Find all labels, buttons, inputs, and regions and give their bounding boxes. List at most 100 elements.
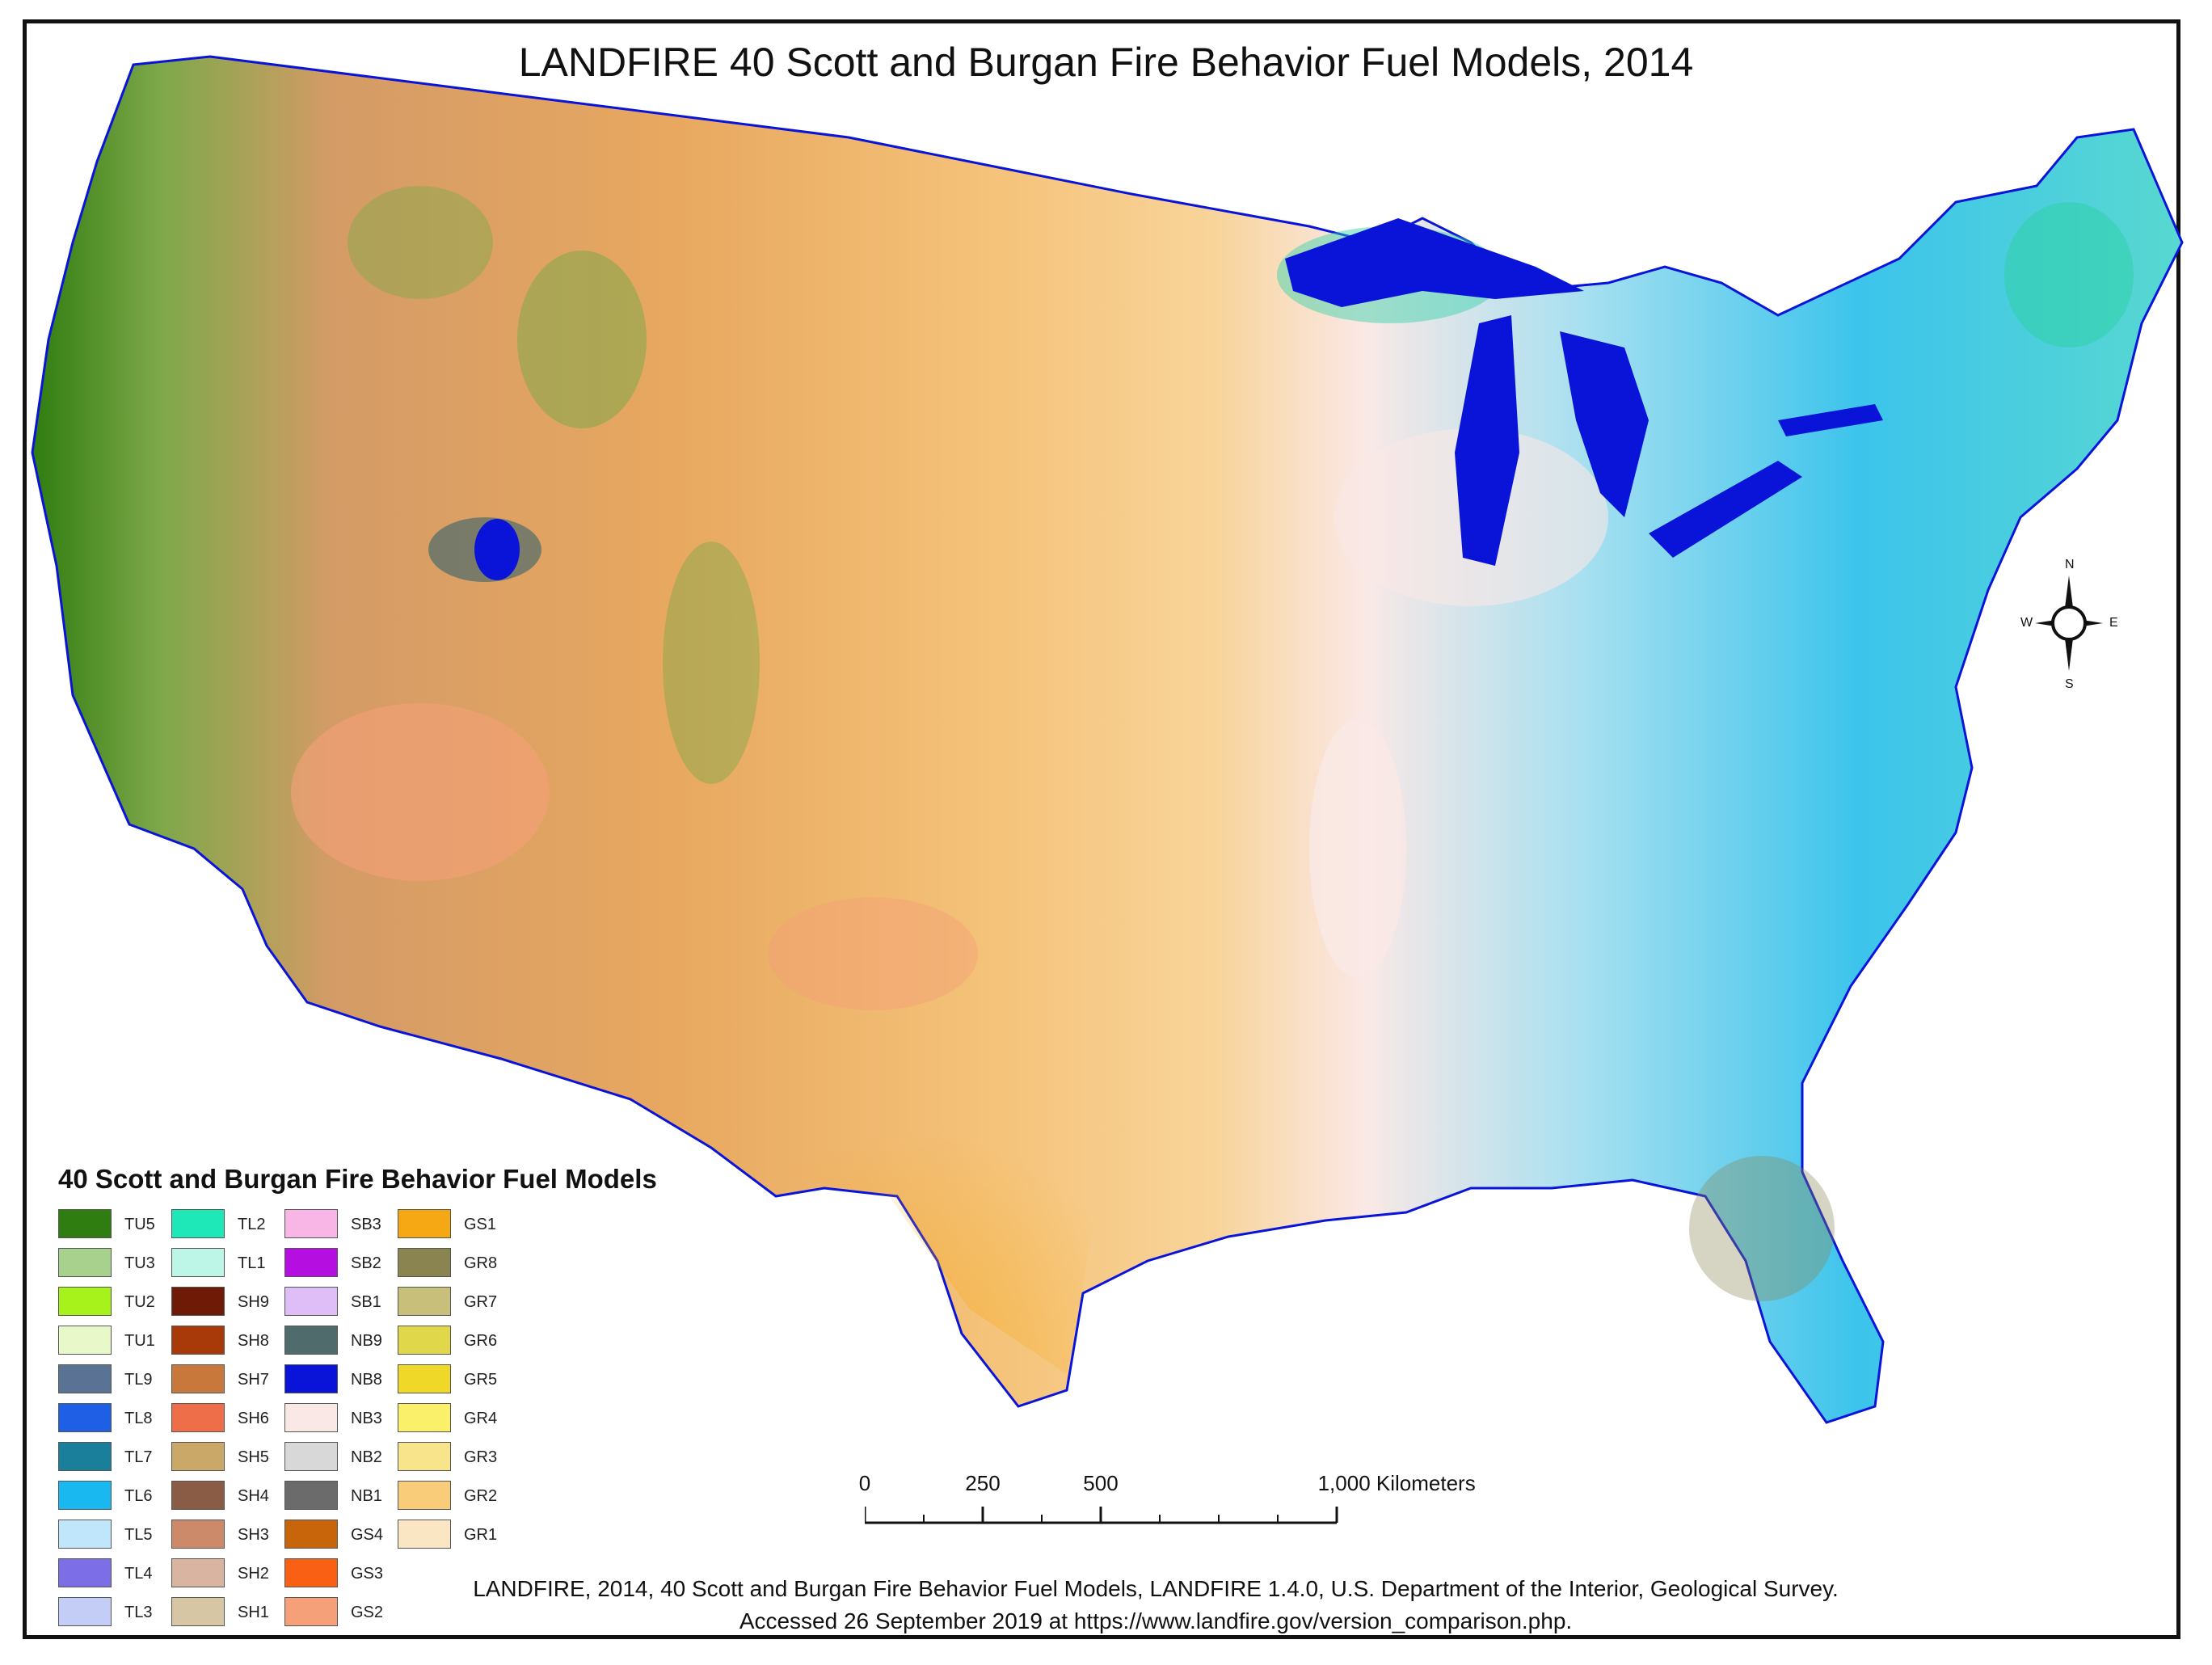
legend-label: SB2: [351, 1254, 381, 1272]
legend-item-sh2: SH2: [171, 1558, 284, 1591]
legend-label: GR1: [464, 1526, 498, 1544]
legend-label: SH1: [238, 1604, 269, 1621]
legend-swatch: [398, 1403, 451, 1432]
map-title: LANDFIRE 40 Scott and Burgan Fire Behavi…: [518, 40, 1694, 85]
legend-label: NB9: [351, 1332, 382, 1350]
scale-bar: 0 250 500 1,000 Kilometers: [857, 1471, 1476, 1524]
legend-label: GR8: [464, 1254, 498, 1272]
legend-label: TL5: [124, 1526, 153, 1544]
legend-item-tu1: TU1: [58, 1326, 171, 1358]
legend-label: SH4: [238, 1487, 269, 1505]
legend-swatch: [398, 1287, 451, 1316]
legend-label: NB3: [351, 1410, 382, 1427]
legend-label: TL6: [124, 1487, 153, 1505]
legend-item-tl1: TL1: [171, 1248, 284, 1280]
legend-item-tu2: TU2: [58, 1287, 171, 1319]
legend-item-tl4: TL4: [58, 1558, 171, 1591]
legend-swatch: [58, 1209, 112, 1238]
legend-label: SH5: [238, 1448, 269, 1466]
legend-swatch: [171, 1209, 225, 1238]
north-arrow-compass: N S W E: [2020, 558, 2118, 695]
legend-swatch: [58, 1326, 112, 1355]
legend-item-gr8: GR8: [398, 1248, 511, 1280]
legend-item-tl7: TL7: [58, 1442, 171, 1474]
legend-item-gr5: GR5: [398, 1364, 511, 1397]
legend-swatch: [284, 1326, 338, 1355]
legend-swatch: [171, 1520, 225, 1549]
legend-label: TU3: [124, 1254, 155, 1272]
legend-item-sh4: SH4: [171, 1481, 284, 1513]
legend-item-sh3: SH3: [171, 1520, 284, 1552]
legend-item-gr3: GR3: [398, 1442, 511, 1474]
legend-label: GS3: [351, 1565, 384, 1583]
legend-title: 40 Scott and Burgan Fire Behavior Fuel M…: [58, 1164, 657, 1194]
legend-item-gs2: GS2: [284, 1597, 398, 1629]
legend-swatch: [58, 1287, 112, 1316]
legend-label: TL2: [238, 1216, 266, 1233]
legend-swatch: [171, 1597, 225, 1626]
legend-label: GR7: [464, 1293, 498, 1311]
legend-label: GR6: [464, 1332, 498, 1350]
legend-swatch: [398, 1442, 451, 1471]
legend-label: NB2: [351, 1448, 382, 1466]
legend-swatch: [284, 1403, 338, 1432]
legend-swatch: [284, 1442, 338, 1471]
legend-label: SH2: [238, 1565, 269, 1583]
legend-swatch: [398, 1209, 451, 1238]
legend-swatch: [398, 1248, 451, 1277]
legend-item-sh5: SH5: [171, 1442, 284, 1474]
legend-swatch: [171, 1326, 225, 1355]
legend-swatch: [171, 1287, 225, 1316]
scale-label-250: 250: [965, 1471, 1001, 1495]
legend-item-gs1: GS1: [398, 1209, 511, 1241]
legend-item-tu3: TU3: [58, 1248, 171, 1280]
legend-label: SH3: [238, 1526, 269, 1544]
legend-label: GR5: [464, 1371, 498, 1389]
legend-label: NB1: [351, 1487, 382, 1505]
legend-swatch: [284, 1287, 338, 1316]
legend-swatch: [171, 1481, 225, 1510]
legend-item-nb3: NB3: [284, 1403, 398, 1435]
legend-swatch: [58, 1364, 112, 1393]
legend-item-nb2: NB2: [284, 1442, 398, 1474]
great-salt-lake: [474, 519, 520, 580]
legend-item-sh6: SH6: [171, 1403, 284, 1435]
legend-item-sh8: SH8: [171, 1326, 284, 1358]
legend-item-tl9: TL9: [58, 1364, 171, 1397]
legend-item-sb3: SB3: [284, 1209, 398, 1241]
legend-swatch: [398, 1326, 451, 1355]
legend-item-gr7: GR7: [398, 1287, 511, 1319]
legend-item-gr6: GR6: [398, 1326, 511, 1358]
legend-item-sh7: SH7: [171, 1364, 284, 1397]
legend-label: TL8: [124, 1410, 153, 1427]
legend-item-tl8: TL8: [58, 1403, 171, 1435]
legend-item-gs4: GS4: [284, 1520, 398, 1552]
legend-item-nb1: NB1: [284, 1481, 398, 1513]
compass-e: E: [2109, 616, 2118, 630]
scale-bar-line: [865, 1507, 1338, 1524]
legend-item-sb1: SB1: [284, 1287, 398, 1319]
legend-swatch: [58, 1597, 112, 1626]
legend-swatch: [58, 1520, 112, 1549]
compass-rose-icon: [2035, 575, 2103, 671]
legend-swatch: [284, 1481, 338, 1510]
legend-swatch: [171, 1442, 225, 1471]
legend-label: TU1: [124, 1332, 155, 1350]
legend-item-sh1: SH1: [171, 1597, 284, 1629]
legend-item-tl3: TL3: [58, 1597, 171, 1629]
legend-label: GR2: [464, 1487, 498, 1505]
legend-swatch: [58, 1558, 112, 1587]
legend-swatch: [398, 1364, 451, 1393]
legend-swatch: [58, 1403, 112, 1432]
legend-swatch: [171, 1248, 225, 1277]
legend-swatch: [171, 1403, 225, 1432]
legend-item-gr4: GR4: [398, 1403, 511, 1435]
legend-label: TU2: [124, 1293, 155, 1311]
legend-label: GS1: [464, 1216, 497, 1233]
legend-label: SB3: [351, 1216, 381, 1233]
legend-item-tl6: TL6: [58, 1481, 171, 1513]
legend-item-gr1: GR1: [398, 1520, 511, 1552]
legend-item-nb8: NB8: [284, 1364, 398, 1397]
legend-label: GR4: [464, 1410, 498, 1427]
legend-label: SH8: [238, 1332, 269, 1350]
